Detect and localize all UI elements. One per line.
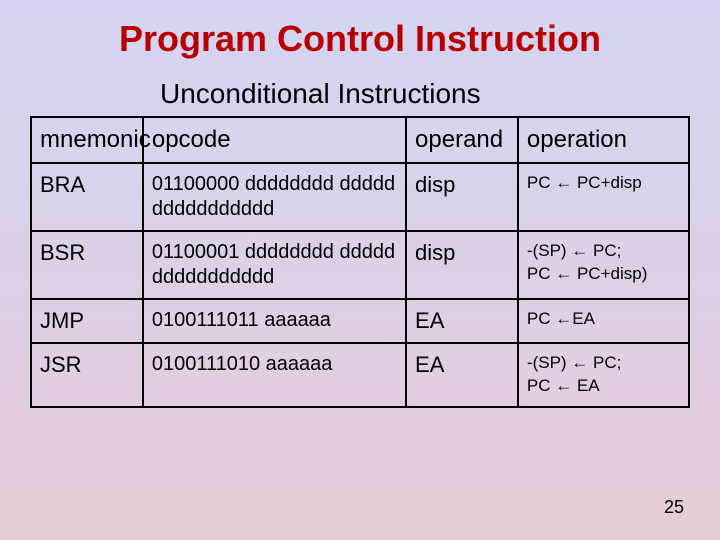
slide-subtitle: Unconditional Instructions [160, 78, 690, 110]
instruction-table: mnemonic opcode operand operation BRA 01… [30, 116, 690, 408]
cell-opcode: 01100001 dddddddd dddddddddddddddd [143, 231, 406, 299]
col-operation: operation [518, 117, 689, 163]
table-row: JSR 0100111010 aaaaaa EA -(SP) ← PC;PC ←… [31, 343, 689, 407]
cell-operation: -(SP) ← PC;PC ← PC+disp) [518, 231, 689, 299]
slide: Program Control Instruction Unconditiona… [0, 0, 720, 540]
col-operand: operand [406, 117, 518, 163]
cell-mnemonic: JSR [31, 343, 143, 407]
cell-opcode: 0100111010 aaaaaa [143, 343, 406, 407]
slide-title: Program Control Instruction [30, 18, 690, 60]
page-number: 25 [664, 497, 684, 518]
cell-mnemonic: BRA [31, 163, 143, 231]
cell-mnemonic: BSR [31, 231, 143, 299]
table-header-row: mnemonic opcode operand operation [31, 117, 689, 163]
col-opcode: opcode [143, 117, 406, 163]
cell-operand: disp [406, 231, 518, 299]
cell-operation: PC ← PC+disp [518, 163, 689, 231]
cell-operation: PC ←EA [518, 299, 689, 343]
table-row: BRA 01100000 dddddddd dddddddddddddddd d… [31, 163, 689, 231]
cell-opcode: 0100111011 aaaaaa [143, 299, 406, 343]
col-mnemonic: mnemonic [31, 117, 143, 163]
cell-operand: EA [406, 343, 518, 407]
cell-mnemonic: JMP [31, 299, 143, 343]
cell-operand: EA [406, 299, 518, 343]
cell-opcode: 01100000 dddddddd dddddddddddddddd [143, 163, 406, 231]
cell-operation: -(SP) ← PC;PC ← EA [518, 343, 689, 407]
table-body: BRA 01100000 dddddddd dddddddddddddddd d… [31, 163, 689, 407]
cell-operand: disp [406, 163, 518, 231]
table-row: BSR 01100001 dddddddd dddddddddddddddd d… [31, 231, 689, 299]
table-row: JMP 0100111011 aaaaaa EA PC ←EA [31, 299, 689, 343]
